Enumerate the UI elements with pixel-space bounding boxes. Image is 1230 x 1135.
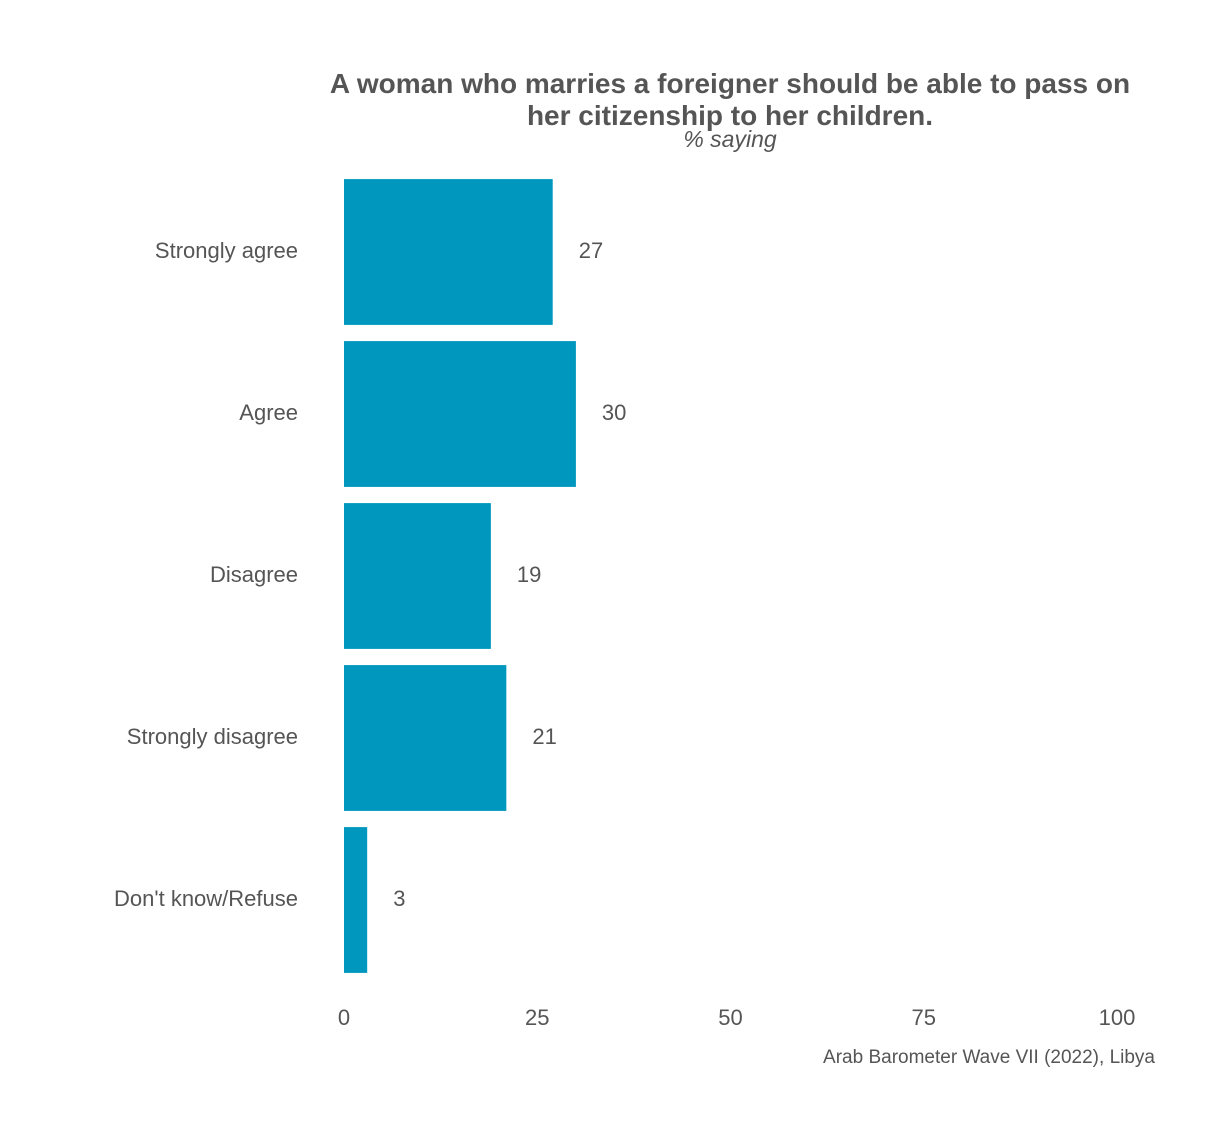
bar [344, 827, 368, 973]
y-tick-label: Disagree [210, 562, 298, 587]
bar [344, 665, 507, 811]
bar [344, 179, 553, 325]
bar [344, 341, 576, 487]
x-tick-label: 25 [525, 1005, 549, 1030]
y-tick-label: Strongly agree [155, 238, 298, 263]
value-label: 19 [517, 562, 541, 587]
chart-title: A woman who marries a foreigner should b… [329, 68, 1131, 131]
x-tick-label: 75 [912, 1005, 936, 1030]
x-tick-label: 50 [718, 1005, 742, 1030]
y-tick-label: Don't know/Refuse [114, 886, 298, 911]
y-tick-label: Agree [239, 400, 298, 425]
x-tick-label: 0 [338, 1005, 350, 1030]
x-tick-label: 100 [1099, 1005, 1136, 1030]
y-tick-label: Strongly disagree [127, 724, 298, 749]
chart-subtitle: % saying [683, 126, 777, 152]
value-label: 21 [532, 724, 556, 749]
value-label: 27 [579, 238, 603, 263]
bar [344, 503, 491, 649]
value-label: 3 [393, 886, 405, 911]
value-label: 30 [602, 400, 626, 425]
caption: Arab Barometer Wave VII (2022), Libya [823, 1047, 1155, 1068]
